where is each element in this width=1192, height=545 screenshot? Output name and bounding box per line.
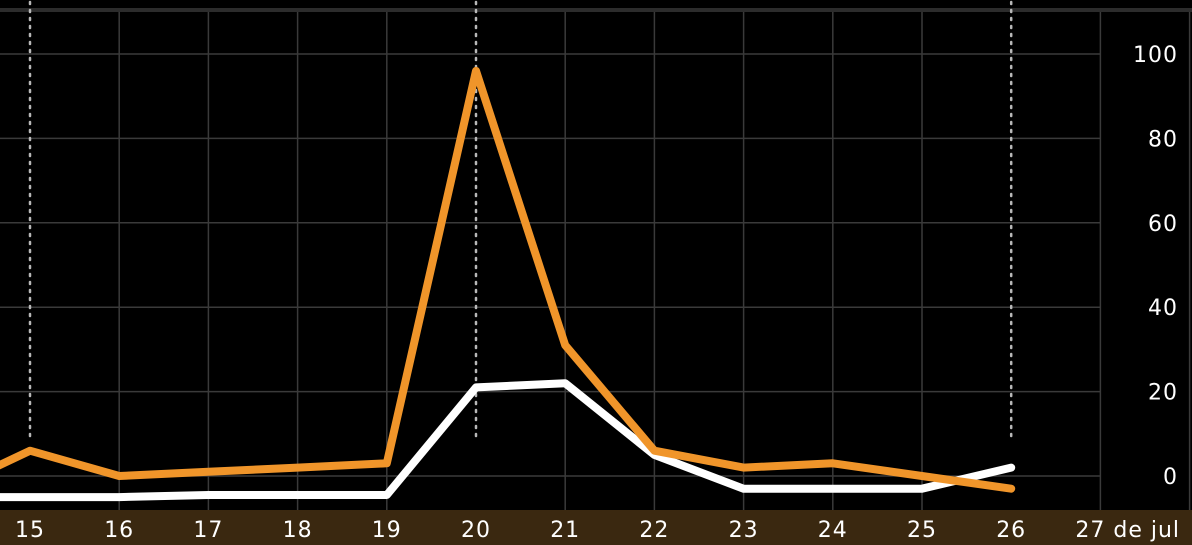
x-tick-label: 27 de jul (1075, 518, 1180, 543)
x-axis-band (0, 510, 1192, 545)
x-tick-label: 25 (907, 518, 937, 543)
y-tick-label: 80 (1148, 127, 1178, 152)
x-tick-label: 24 (818, 518, 848, 543)
x-tick-label: 22 (639, 518, 669, 543)
series-line-orange (0, 66, 1016, 493)
x-tick-label: 16 (104, 518, 134, 543)
y-tick-label: 20 (1148, 381, 1178, 406)
x-tick-label: 19 (372, 518, 402, 543)
x-tick-label: 15 (15, 518, 45, 543)
y-tick-label: 100 (1133, 43, 1178, 68)
x-tick-label: 26 (996, 518, 1026, 543)
x-tick-label: 21 (550, 518, 580, 543)
x-tick-label: 17 (193, 518, 223, 543)
y-tick-label: 60 (1148, 212, 1178, 237)
x-tick-label: 20 (461, 518, 491, 543)
x-tick-label: 18 (283, 518, 313, 543)
y-tick-label: 40 (1148, 296, 1178, 321)
x-tick-label: 23 (729, 518, 759, 543)
y-tick-label: 0 (1163, 465, 1178, 490)
series-line-white (0, 379, 1016, 502)
series-lines (0, 66, 1016, 502)
y-tick-labels: 0 20 40 60 80 100 (1133, 43, 1178, 490)
